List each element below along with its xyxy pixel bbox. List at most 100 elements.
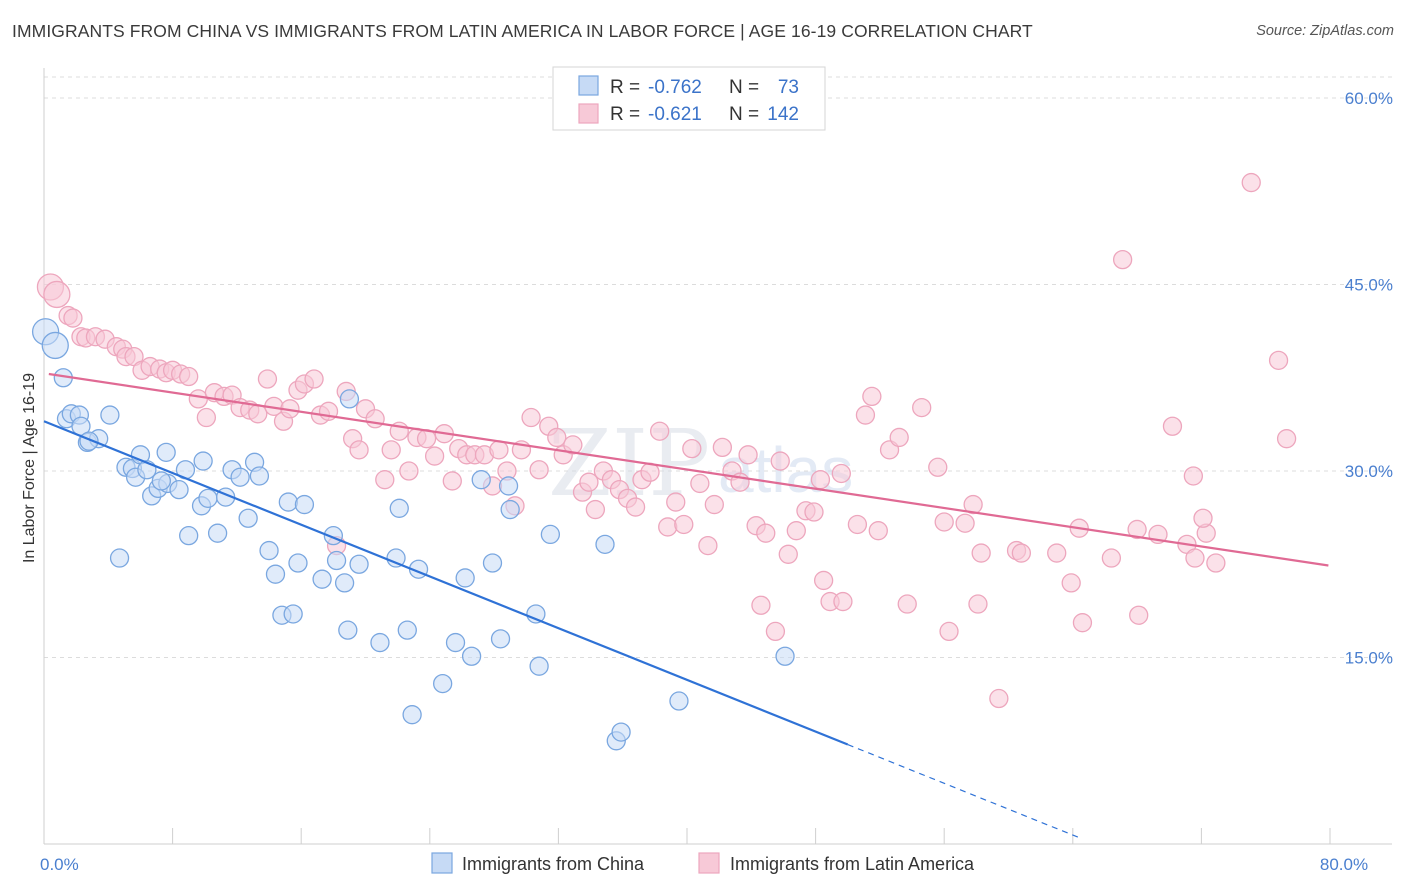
latam-point xyxy=(690,473,710,494)
latam-point xyxy=(928,457,948,477)
latam-point xyxy=(897,594,917,614)
latam-point xyxy=(765,621,786,642)
stats-r-label-china: R = xyxy=(610,77,645,98)
latam-point xyxy=(1268,350,1289,370)
latam-point xyxy=(1129,605,1149,625)
stats-r-value-china: -0.762 xyxy=(648,77,702,98)
latam-point xyxy=(704,494,724,515)
latam-point xyxy=(579,472,599,492)
latam-point xyxy=(1061,573,1081,593)
latam-point xyxy=(666,492,686,512)
china-point xyxy=(397,620,417,640)
latam-point xyxy=(955,513,975,533)
latam-point xyxy=(939,621,959,642)
latam-point xyxy=(756,523,776,543)
latam-point xyxy=(698,535,718,556)
latam-point xyxy=(813,570,834,591)
y-axis-title: In Labor Force | Age 16-19 xyxy=(21,373,38,563)
latam-point xyxy=(375,470,395,490)
y-tick-labels: 15.0% 30.0% 45.0% 60.0% xyxy=(1345,89,1393,668)
china-point xyxy=(500,499,520,520)
latam-point xyxy=(1193,508,1213,528)
chart-title: IMMIGRANTS FROM CHINA VS IMMIGRANTS FROM… xyxy=(12,21,1033,41)
latam-point xyxy=(1072,613,1093,633)
y-tick-label: 45.0% xyxy=(1345,276,1393,295)
china-point xyxy=(445,632,466,653)
stats-n-label-china: N = xyxy=(729,77,764,98)
latam-point xyxy=(248,404,268,424)
latam-point xyxy=(1112,249,1133,270)
china-point xyxy=(288,553,308,573)
legend-swatch-china xyxy=(431,852,453,874)
china-point xyxy=(471,470,491,490)
latam-point xyxy=(442,471,462,491)
latam-point xyxy=(674,514,694,535)
legend-swatch-latam xyxy=(698,852,720,874)
china-point xyxy=(238,508,258,528)
china-point xyxy=(386,548,406,568)
china-point xyxy=(349,554,369,574)
latam-point xyxy=(682,438,702,459)
stats-r-label-latam: R = xyxy=(610,104,645,125)
x-tick-labels: 0.0% 80.0% xyxy=(40,855,1368,874)
china-point xyxy=(498,476,519,496)
stats-n-label-latam: N = xyxy=(729,104,764,125)
china-point xyxy=(490,629,511,649)
latam-point xyxy=(889,427,909,448)
china-point xyxy=(334,573,355,593)
china-point xyxy=(249,466,270,486)
latam-point xyxy=(968,594,988,614)
y-tick-label: 15.0% xyxy=(1345,649,1393,668)
china-point xyxy=(294,494,315,515)
china-point xyxy=(193,451,213,471)
china-point xyxy=(540,524,561,545)
latam-point xyxy=(804,502,824,522)
china-point xyxy=(529,656,549,676)
latam-point xyxy=(855,405,876,425)
china-point xyxy=(265,564,286,584)
china-point xyxy=(41,331,69,360)
china-point xyxy=(402,705,422,725)
latam-point xyxy=(625,497,646,517)
x-tick-label: 80.0% xyxy=(1320,855,1368,874)
trend-extension-china xyxy=(847,743,1082,839)
china-point xyxy=(775,646,795,666)
stats-n-value-latam: 142 xyxy=(767,104,799,125)
trend-line-china xyxy=(43,420,849,746)
stats-r-value-latam: -0.621 xyxy=(648,104,702,125)
legend-label-china: Immigrants from China xyxy=(462,854,645,874)
latam-point xyxy=(810,470,831,490)
latam-point xyxy=(1101,548,1122,568)
china-point xyxy=(156,442,176,463)
china-point xyxy=(169,479,189,500)
china-point xyxy=(312,569,332,589)
latam-point xyxy=(658,517,678,537)
stats-legend: R = -0.762 N = 73 R = -0.621 N = 142 xyxy=(552,66,826,131)
latam-point xyxy=(304,369,324,389)
latam-point xyxy=(751,595,771,615)
latam-point xyxy=(912,397,932,418)
latam-point xyxy=(1162,416,1183,436)
latam-point xyxy=(381,440,401,460)
latam-point xyxy=(521,407,541,428)
latam-point xyxy=(1185,548,1205,568)
latam-point xyxy=(563,435,583,455)
latam-point xyxy=(934,512,954,532)
series-china-points xyxy=(31,318,795,751)
latam-point xyxy=(650,421,670,441)
latam-point xyxy=(585,499,606,520)
stats-n-value-china: 73 xyxy=(778,77,799,98)
latam-point xyxy=(179,366,199,387)
trend-line-latam xyxy=(48,372,1329,567)
latam-point xyxy=(1276,429,1297,449)
latam-point xyxy=(257,369,278,389)
latam-point xyxy=(989,688,1009,709)
latam-point xyxy=(399,461,419,481)
china-point xyxy=(100,405,120,425)
source-label: Source: ZipAtlas.com xyxy=(1256,23,1394,39)
latam-point xyxy=(547,427,567,448)
china-point xyxy=(611,722,631,742)
gridlines xyxy=(44,76,1392,658)
latam-point xyxy=(786,521,806,541)
